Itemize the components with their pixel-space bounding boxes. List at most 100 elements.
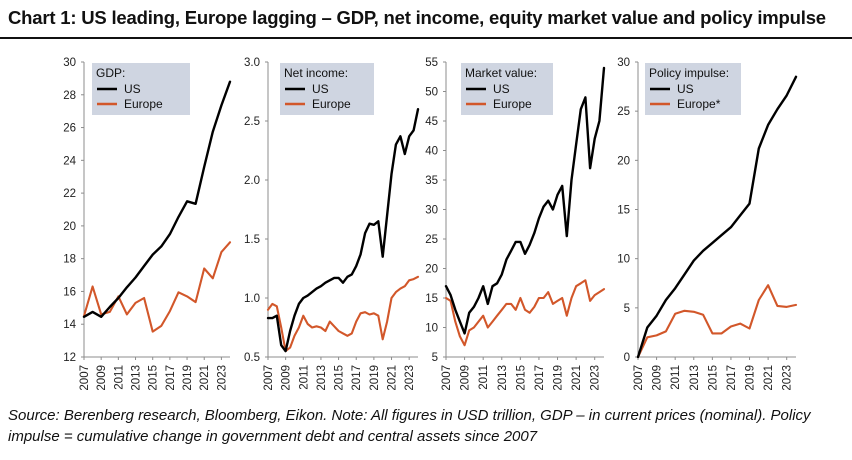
y-tick-label: 18 [63, 254, 76, 266]
x-tick-label: 2011 [478, 365, 490, 390]
x-tick-label: 2023 [590, 365, 602, 391]
x-tick-label: 2011 [113, 365, 125, 390]
series-line-europe [266, 275, 420, 353]
x-tick-label: 2013 [689, 365, 701, 391]
legend-label-europe: Europe [312, 97, 351, 111]
y-tick-label: 0.5 [244, 352, 260, 364]
x-tick-label: 2015 [334, 365, 346, 391]
legend-label-europe: Europe* [677, 97, 721, 111]
y-tick-label: 15 [617, 205, 630, 217]
legend-label-us: US [493, 82, 510, 96]
x-tick-label: 2019 [553, 365, 565, 391]
x-tick-label: 2019 [745, 365, 757, 391]
y-tick-label: 22 [63, 188, 76, 200]
chart-panel-2: 0.5 1.0 1.5 2.0 2.5 3.0 2007 2009 2011 2013 2015 20… [244, 57, 420, 391]
y-tick-label: 30 [63, 57, 76, 69]
x-tick-label: 2017 [165, 365, 177, 391]
x-tick-label: 2015 [707, 365, 719, 391]
x-tick-label: 2015 [148, 365, 160, 391]
legend-label-us: US [677, 82, 694, 96]
legend-label-us: US [124, 82, 141, 96]
y-tick-label: 14 [63, 319, 76, 331]
y-tick-label: 10 [617, 254, 630, 266]
x-tick-label: 2007 [633, 365, 645, 391]
y-tick-label: 0 [624, 352, 630, 364]
legend-label-europe: Europe [124, 97, 163, 111]
legend-title: GDP: [96, 66, 125, 80]
x-tick-label: 2007 [79, 365, 91, 391]
legend-label-us: US [312, 82, 329, 96]
legend-title: Policy impulse: [649, 66, 729, 80]
series-line-us [636, 75, 798, 359]
title-divider [0, 37, 852, 39]
x-tick-label: 2021 [571, 365, 583, 391]
y-tick-label: 20 [425, 264, 438, 276]
y-tick-label: 3.0 [244, 57, 260, 69]
series-line-us [444, 66, 606, 335]
x-tick-label: 2011 [298, 365, 310, 390]
x-tick-label: 2009 [96, 365, 108, 391]
x-tick-label: 2017 [726, 365, 738, 391]
y-tick-label: 30 [425, 205, 438, 217]
x-tick-label: 2013 [131, 365, 143, 391]
x-tick-label: 2009 [281, 365, 293, 391]
series-line-europe [444, 279, 606, 347]
x-tick-label: 2021 [387, 365, 399, 391]
series-line-europe [82, 241, 232, 333]
y-tick-label: 26 [63, 123, 76, 135]
y-tick-label: 40 [425, 146, 438, 158]
y-tick-label: 12 [63, 352, 76, 364]
y-tick-label: 25 [617, 106, 630, 118]
x-tick-label: 2013 [316, 365, 328, 391]
x-tick-label: 2023 [216, 365, 228, 391]
y-tick-label: 25 [425, 234, 438, 246]
y-tick-label: 55 [425, 57, 438, 69]
y-tick-label: 2.5 [244, 116, 260, 128]
x-tick-label: 2017 [534, 365, 546, 391]
x-tick-label: 2019 [182, 365, 194, 391]
series-line-europe [636, 284, 798, 359]
x-tick-label: 2019 [369, 365, 381, 391]
legend-title: Net income: [284, 66, 348, 80]
y-tick-label: 16 [63, 286, 76, 298]
y-tick-label: 45 [425, 116, 438, 128]
y-tick-label: 5 [624, 303, 630, 315]
source-note: Source: Berenberg research, Bloomberg, E… [8, 407, 811, 445]
chart-panel-3: 5 10 15 20 25 30 35 40 45 50 55 2007 2009 2011 2013 201… [425, 57, 606, 391]
y-tick-label: 28 [63, 90, 76, 102]
y-tick-label: 35 [425, 175, 438, 187]
x-tick-label: 2011 [670, 365, 682, 390]
legend-title: Market value: [465, 66, 537, 80]
y-tick-label: 2.0 [244, 175, 260, 187]
y-tick-label: 24 [63, 155, 76, 167]
x-tick-label: 2021 [199, 365, 211, 391]
x-tick-label: 2013 [497, 365, 509, 391]
x-tick-label: 2009 [652, 365, 664, 391]
y-tick-label: 1.0 [244, 293, 260, 305]
x-tick-label: 2017 [351, 365, 363, 391]
y-tick-label: 20 [63, 221, 76, 233]
x-tick-label: 2023 [782, 365, 794, 391]
x-tick-label: 2021 [763, 365, 775, 391]
y-tick-label: 50 [425, 87, 438, 99]
x-tick-label: 2007 [263, 365, 275, 391]
legend-label-europe: Europe [493, 97, 532, 111]
x-tick-label: 2009 [460, 365, 472, 391]
series-line-us [266, 107, 420, 353]
x-tick-label: 2007 [441, 365, 453, 391]
series-line-us [82, 80, 232, 318]
chart-panel-4: 0 5 10 15 20 25 30 2007 2009 2011 2013 2015 2017 2019… [617, 57, 798, 391]
y-tick-label: 10 [425, 323, 438, 335]
chart-title: Chart 1: US leading, Europe lagging – GD… [8, 7, 826, 28]
y-tick-label: 20 [617, 155, 630, 167]
y-tick-label: 1.5 [244, 234, 260, 246]
y-tick-label: 30 [617, 57, 630, 69]
y-tick-label: 15 [425, 293, 438, 305]
y-tick-label: 5 [432, 352, 438, 364]
x-tick-label: 2015 [515, 365, 527, 391]
